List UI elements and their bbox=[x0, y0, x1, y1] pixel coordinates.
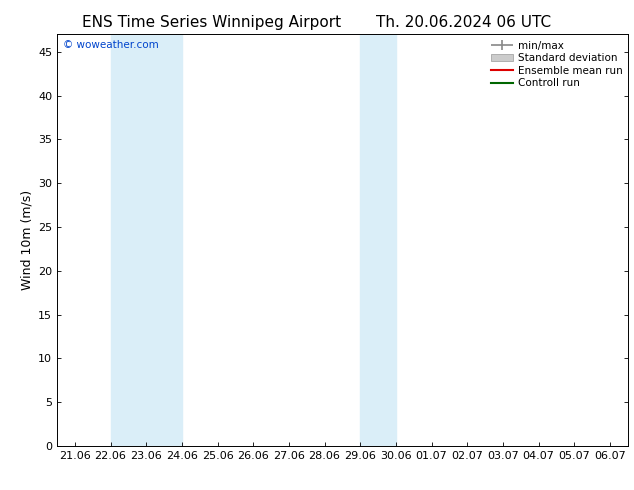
Legend: min/max, Standard deviation, Ensemble mean run, Controll run: min/max, Standard deviation, Ensemble me… bbox=[486, 36, 626, 93]
Text: ENS Time Series Winnipeg Airport: ENS Time Series Winnipeg Airport bbox=[82, 15, 342, 30]
Bar bbox=[110, 34, 182, 446]
Y-axis label: Wind 10m (m/s): Wind 10m (m/s) bbox=[21, 190, 34, 290]
Text: © woweather.com: © woweather.com bbox=[63, 41, 158, 50]
Text: Th. 20.06.2024 06 UTC: Th. 20.06.2024 06 UTC bbox=[377, 15, 552, 30]
Bar bbox=[360, 34, 396, 446]
